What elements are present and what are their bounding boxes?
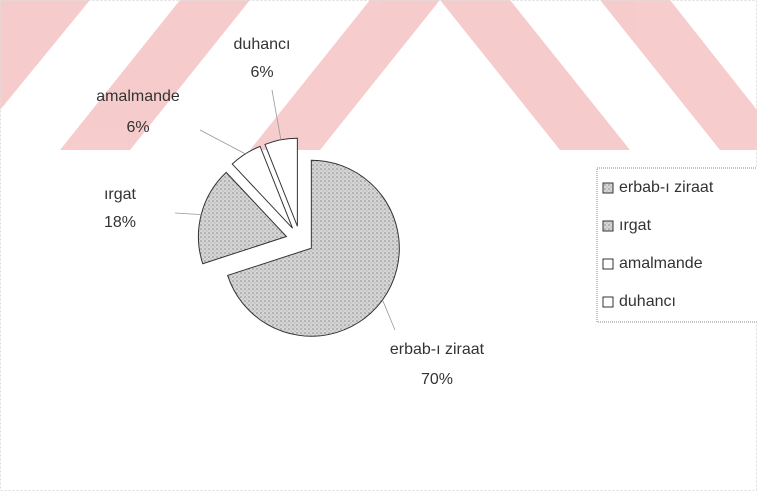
pie-slice xyxy=(197,171,288,265)
legend-box xyxy=(596,167,757,323)
leader-line xyxy=(199,129,246,155)
leader-line xyxy=(271,89,282,140)
slice-label: amalmande xyxy=(96,88,180,105)
legend-label: ırgat xyxy=(619,217,652,234)
slice-value-label: 70% xyxy=(421,371,453,388)
watermark xyxy=(0,0,757,150)
slice-value-label: 18% xyxy=(104,214,136,231)
legend-swatch xyxy=(602,182,614,194)
legend-label: amalmande xyxy=(619,255,703,272)
slice-value-label: 6% xyxy=(126,119,149,136)
pie-slice xyxy=(231,145,293,229)
slice-label: erbab-ı ziraat xyxy=(390,341,485,358)
legend-swatch xyxy=(602,220,614,232)
legend-swatch xyxy=(602,258,614,270)
slice-label: ırgat xyxy=(104,186,137,203)
legend-swatch xyxy=(602,296,614,308)
pie-slice xyxy=(264,137,298,227)
legend-label: erbab-ı ziraat xyxy=(619,179,714,196)
leader-line xyxy=(174,212,202,216)
leader-line xyxy=(382,299,396,331)
slice-value-label: 6% xyxy=(250,64,273,81)
legend-label: duhancı xyxy=(619,293,676,310)
slice-label: duhancı xyxy=(234,36,291,53)
